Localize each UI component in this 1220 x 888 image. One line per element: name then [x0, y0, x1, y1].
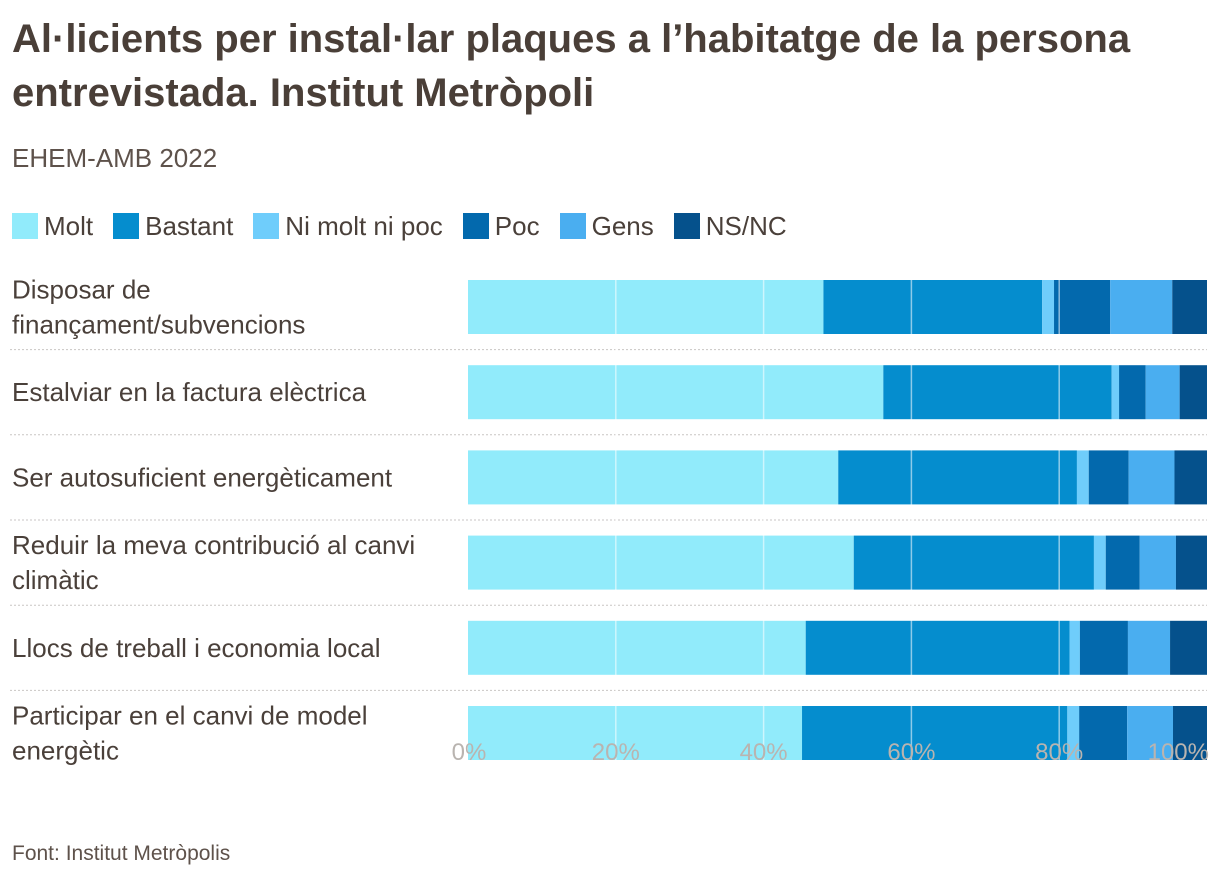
- bar-segment: [1105, 535, 1140, 590]
- bar-segment: [883, 365, 1112, 420]
- stacked-bar-chart: Disposar de finançament/subvencions Estalv…: [10, 275, 1209, 766]
- bar-segment: [1172, 280, 1207, 334]
- legend-swatch: [559, 213, 586, 239]
- row-label-line: Participar en el canvi de model: [12, 701, 368, 731]
- bar-segment: [1088, 450, 1129, 505]
- row-label-line: climàtic: [12, 565, 99, 595]
- bar-segment: [1145, 365, 1180, 420]
- bar-segment: [1069, 620, 1080, 675]
- x-tick-label: 80%: [1035, 739, 1083, 766]
- legend-label: Ni molt ni poc: [285, 210, 443, 241]
- bar-segment: [1127, 706, 1174, 760]
- bar-segment: [468, 535, 854, 590]
- row-label-line: Reduir la meva contribució al canvi: [12, 530, 415, 560]
- legend-item: NS/NC: [673, 210, 787, 242]
- bar-segment: [1079, 706, 1128, 760]
- row-label: Ser autosuficient energèticament: [12, 462, 393, 492]
- bar-segment: [1054, 280, 1111, 334]
- legend-item: Molt: [12, 211, 93, 242]
- row-label-line: energètic: [12, 736, 119, 766]
- bar-segment: [468, 620, 806, 675]
- legend-label: Poc: [494, 210, 540, 241]
- bar-segment: [1042, 280, 1055, 334]
- bar-segment: [468, 706, 803, 760]
- row-label-line: Disposar de: [12, 275, 151, 305]
- bar-segment: [1179, 365, 1207, 420]
- source-note: Font: Institut Metròpolis: [12, 842, 231, 865]
- bar-segment: [1127, 620, 1171, 675]
- legend-swatch: [253, 213, 280, 239]
- legend-swatch: [12, 213, 38, 239]
- legend-swatch: [113, 213, 140, 239]
- bar-segment: [1174, 450, 1207, 505]
- bar-segment: [1111, 365, 1120, 420]
- bar-segment: [468, 365, 884, 420]
- row-label: Reduir la meva contribució al canvi climà…: [12, 530, 415, 595]
- bar-segment: [1139, 535, 1176, 590]
- bar-segment: [1076, 450, 1089, 505]
- bar-segment: [1173, 706, 1207, 760]
- legend-item: Ni molt ni poc: [253, 211, 443, 242]
- row-label: Estalviar en la factura elèctrica: [12, 377, 367, 407]
- bar-segment: [1175, 535, 1207, 590]
- legend-item: Bastant: [113, 211, 233, 242]
- bar-segment: [468, 450, 839, 505]
- x-tick-label: 0%: [452, 739, 487, 766]
- row-label-line: Llocs de treball i economia local: [12, 633, 381, 663]
- bar-segment: [1128, 450, 1175, 505]
- row-label: Participar en el canvi de model energètic: [12, 701, 368, 766]
- legend-label: Gens: [591, 210, 654, 241]
- bar-segment: [1079, 620, 1128, 675]
- x-tick-label: 60%: [887, 739, 935, 766]
- legend-item: Gens: [559, 210, 654, 242]
- row-label: Llocs de treball i economia local: [12, 633, 381, 663]
- bar-segment: [1170, 620, 1207, 675]
- bar-segment: [1119, 365, 1146, 420]
- legend-label: NS/NC: [705, 210, 787, 241]
- legend: Molt Bastant Ni molt ni poc Poc Gens NS/NC: [12, 207, 807, 245]
- x-tick-label: 100%: [1148, 739, 1209, 766]
- bar-segment: [1110, 280, 1173, 334]
- x-tick-label: 20%: [592, 739, 640, 766]
- bar-segment: [468, 280, 824, 334]
- row-label-line: Ser autosuficient energèticament: [12, 462, 393, 492]
- bar-segment: [1067, 706, 1080, 760]
- row-label: Disposar de finançament/subvencions: [12, 275, 305, 340]
- bar-segment: [823, 280, 1043, 334]
- x-tick-label: 40%: [740, 739, 788, 766]
- row-label-line: Estalviar en la factura elèctrica: [12, 377, 367, 407]
- chart-title: Al·licients per instal·lar plaques a l’h…: [12, 17, 1131, 115]
- bar-segment: [838, 450, 1077, 505]
- legend-swatch: [462, 213, 489, 239]
- row-label-line: finançament/subvencions: [12, 310, 305, 340]
- bar-segment: [802, 706, 1068, 760]
- chart-subtitle: EHEM-AMB 2022: [12, 143, 218, 173]
- legend-label: Molt: [44, 210, 94, 241]
- bar-segment: [853, 535, 1094, 590]
- legend-item: Poc: [462, 210, 540, 242]
- bar-segment: [1093, 535, 1106, 590]
- bar-segment: [805, 620, 1070, 675]
- legend-label: Bastant: [145, 210, 234, 241]
- legend-swatch: [673, 213, 700, 239]
